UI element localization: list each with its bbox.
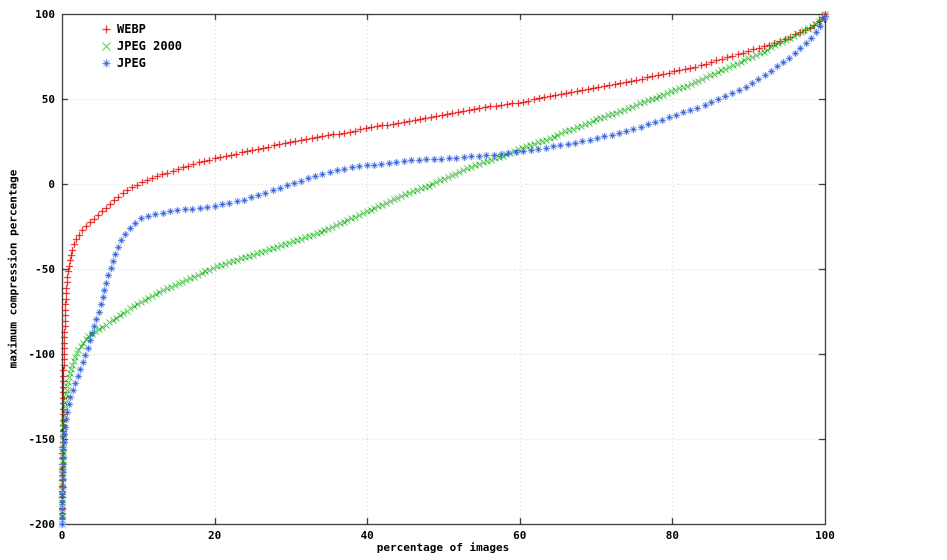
legend-label-jpeg2000: JPEG 2000 (117, 39, 183, 53)
x-tick-label: 20 (207, 529, 222, 542)
y-tick-label: 100 (35, 8, 55, 21)
y-tick-label: -150 (28, 433, 56, 446)
x-tick-label: 60 (513, 529, 527, 542)
x-tick-label: 100 (815, 529, 835, 542)
x-tick-label: 40 (360, 529, 374, 542)
y-tick-label: -200 (28, 518, 56, 531)
x-tick-label: 80 (665, 529, 680, 542)
x-tick-label: 0 (58, 529, 66, 542)
y-tick-label: -100 (28, 348, 56, 361)
y-tick-label: 0 (48, 178, 55, 191)
y-axis-title: maximum compression percentage (6, 169, 20, 369)
legend-label-jpeg: JPEG (117, 56, 146, 70)
y-tick-label: -50 (35, 263, 55, 276)
legend-label-webp: WEBP (117, 22, 146, 36)
x-axis-title: percentage of images (376, 541, 510, 554)
y-tick-label: 50 (41, 93, 55, 106)
